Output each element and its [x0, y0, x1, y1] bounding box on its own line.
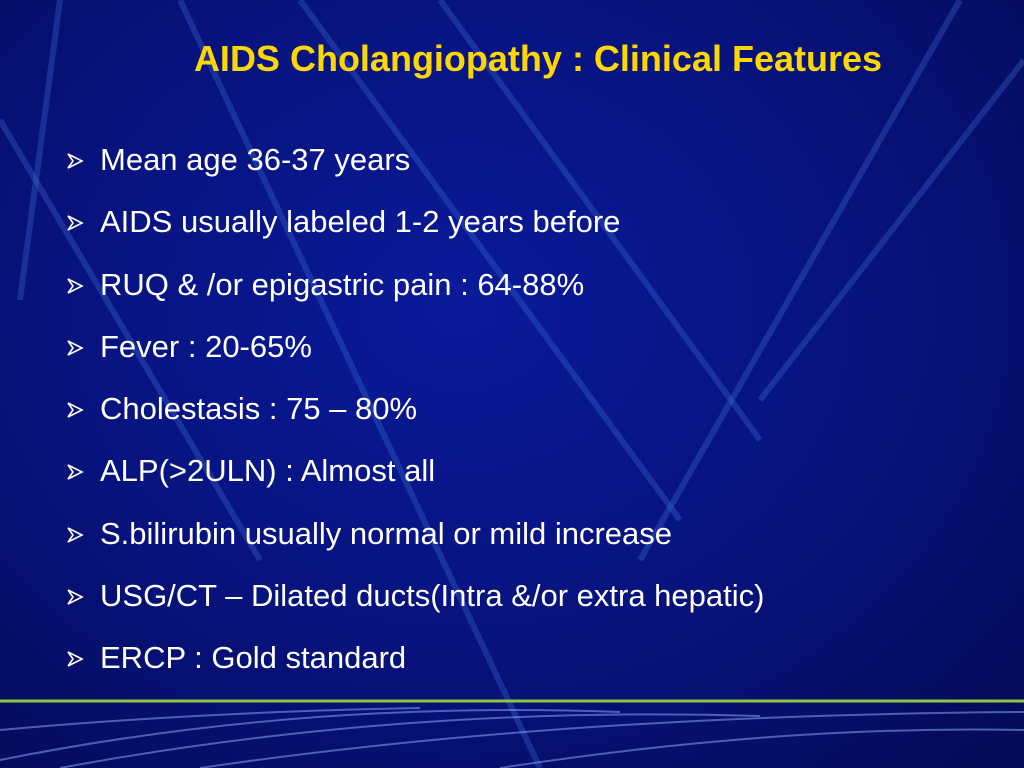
- bullet-arrow: [67, 589, 84, 605]
- bullet-text: ERCP : Gold standard: [100, 640, 407, 676]
- bullet-text: ALP(>2ULN) : Almost all: [100, 453, 436, 489]
- bullet-item: AIDS usually labeled 1-2 years before: [62, 198, 764, 260]
- bullet-arrow: [67, 277, 84, 294]
- bullet-list: Mean age 36-37 years AIDS usually labeled…: [62, 136, 764, 697]
- bullet-arrow: [67, 153, 84, 169]
- bullet-item: ERCP : Gold standard: [62, 634, 764, 696]
- bullet-item: Fever : 20-65%: [62, 323, 764, 385]
- bullet-text: Fever : 20-65%: [100, 328, 312, 364]
- bullet-item: Mean age 36-37 years: [62, 136, 764, 198]
- bullet-text: USG/CT – Dilated ducts(Intra &/or extra …: [100, 578, 765, 614]
- bullet-arrow: [67, 402, 84, 418]
- bullet-item: RUQ & /or epigastric pain : 64-88%: [62, 261, 764, 323]
- slide-title: AIDS Cholangiopathy : Clinical Features: [193, 38, 883, 79]
- bullet-text: S.bilirubin usually normal or mild incre…: [100, 515, 673, 551]
- bullet-text: RUQ & /or epigastric pain : 64-88%: [100, 266, 585, 302]
- bullet-arrow: [67, 527, 84, 543]
- bullet-item: S.bilirubin usually normal or mild incre…: [62, 510, 764, 572]
- bullet-arrow: [67, 340, 84, 356]
- bullet-text: Mean age 36-37 years: [100, 142, 411, 177]
- bullet-item: USG/CT – Dilated ducts(Intra &/or extra …: [62, 572, 764, 634]
- bullet-item: Cholestasis : 75 – 80%: [62, 385, 764, 447]
- bullet-arrow: [67, 464, 84, 481]
- bullet-arrow: [67, 215, 84, 232]
- bullet-arrow: [67, 651, 84, 668]
- bullet-text: AIDS usually labeled 1-2 years before: [100, 204, 621, 240]
- bullet-text: Cholestasis : 75 – 80%: [100, 391, 418, 427]
- bullet-item: ALP(>2ULN) : Almost all: [62, 447, 764, 509]
